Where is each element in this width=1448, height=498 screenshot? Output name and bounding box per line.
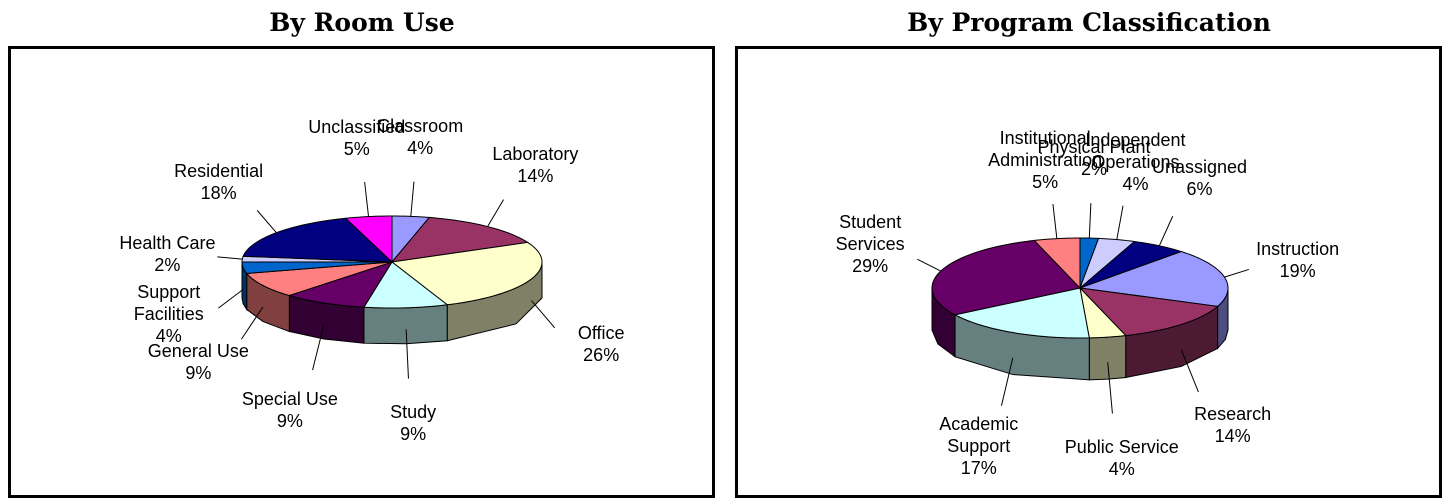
slice: [953, 287, 1090, 339]
leader-line: [1158, 216, 1174, 246]
slice-label: General Use 9%: [133, 340, 263, 384]
slice: [241, 261, 393, 274]
slice-name: Office: [577, 323, 625, 344]
slice-name: Public Service: [1064, 436, 1179, 457]
slice-name: Institutional Administration: [988, 127, 1103, 170]
slice-name: Residential: [174, 160, 264, 181]
slice: [245, 261, 393, 297]
slice-percent: 29%: [852, 255, 889, 276]
slice-percent: 4%: [407, 137, 434, 158]
chart-frame: [735, 46, 1442, 498]
leader-line: [1107, 362, 1113, 414]
slice-percent: 5%: [1032, 171, 1059, 192]
slice-percent: 9%: [185, 363, 212, 384]
slice-label: Instruction 19%: [1233, 238, 1363, 282]
slice: [363, 261, 449, 309]
slice: [931, 239, 1081, 316]
slice-percent: 26%: [583, 345, 620, 366]
slice-percent: 19%: [1279, 260, 1316, 281]
slice-label: Special Use 9%: [225, 388, 355, 432]
slice-label: Study 9%: [348, 401, 478, 445]
leader-line: [487, 199, 504, 227]
slice-name: Laboratory: [492, 143, 579, 164]
slice-name: Study: [390, 402, 437, 423]
slice-label: Residential 18%: [154, 160, 284, 204]
slice-label: Support Facilities 4%: [104, 281, 234, 347]
slice-label: Research 14%: [1168, 403, 1298, 447]
slice-label: Physical Plant 2%: [1029, 136, 1159, 180]
slice-name: Unclassified: [308, 116, 406, 137]
leader-line: [410, 181, 415, 217]
leader-line: [1224, 268, 1249, 278]
leader-line: [218, 288, 244, 309]
slice: [1079, 240, 1183, 289]
slice-percent: 4%: [1108, 458, 1135, 479]
slice-percent: 2%: [154, 255, 181, 276]
leader-line: [312, 324, 325, 371]
leader-line: [917, 258, 941, 272]
slice-name: Instruction: [1256, 238, 1340, 259]
leader-line: [1052, 203, 1058, 239]
slice-percent: 9%: [276, 411, 303, 432]
chart-title: By Program Classification: [907, 8, 1271, 37]
leader-line: [405, 329, 409, 379]
slice-label: Health Care 2%: [102, 232, 232, 276]
slice-percent: 2%: [1080, 159, 1107, 180]
slice-label: Office 26%: [536, 322, 666, 366]
leader-line: [240, 306, 264, 340]
leader-line: [364, 181, 370, 217]
slice-percent: 9%: [400, 424, 427, 445]
slice-percent: 18%: [200, 182, 237, 203]
slice-name: General Use: [147, 341, 249, 362]
chart-frame: [8, 46, 715, 498]
slice-percent: 17%: [960, 457, 997, 478]
leader-line: [1088, 203, 1092, 239]
slice-name: Research: [1194, 403, 1272, 424]
slice-side: [1088, 334, 1127, 381]
slice-label: Unassigned 6%: [1134, 156, 1264, 200]
slice-label: Academic Support 17%: [914, 413, 1044, 479]
slice-percent: 4%: [1122, 174, 1149, 195]
slice-label: Independent Operations 4%: [1070, 129, 1200, 195]
slice: [1033, 237, 1081, 290]
leader-line: [1000, 357, 1014, 406]
slice: [390, 241, 543, 306]
slice: [390, 216, 530, 263]
slice-name: Independent Operations: [1085, 130, 1186, 173]
slice-name: Physical Plant: [1037, 137, 1151, 158]
slice-label: Laboratory 14%: [470, 143, 600, 187]
slice-percent: 14%: [517, 165, 554, 186]
slice: [1079, 286, 1127, 339]
slice-label: Classroom 4%: [355, 115, 485, 159]
slice-label: Unclassified 5%: [292, 116, 422, 160]
leader-line: [217, 256, 243, 260]
leader-line: [1180, 349, 1199, 393]
slice-percent: 14%: [1214, 425, 1251, 446]
slice-percent: 6%: [1186, 179, 1213, 200]
chart-title: By Room Use: [269, 8, 455, 37]
slice-label: Student Services 29%: [805, 211, 935, 277]
slice-name: Unassigned: [1151, 157, 1248, 178]
leader-line: [1116, 205, 1124, 240]
slice: [344, 215, 393, 264]
slice-name: Special Use: [241, 389, 338, 410]
slice-side: [363, 304, 448, 345]
slice-name: Classroom: [377, 115, 464, 136]
slice: [287, 261, 394, 308]
leader-line: [531, 300, 556, 329]
slice-name: Support Facilities: [133, 281, 204, 324]
slice-name: Academic Support: [939, 413, 1019, 456]
leader-line: [256, 210, 277, 234]
slice: [1078, 237, 1136, 290]
slice-label: Institutional Administration 5%: [980, 127, 1110, 193]
slice-percent: 4%: [155, 325, 182, 346]
slice-percent: 5%: [343, 138, 370, 159]
slice-label: Public Service 4%: [1057, 436, 1187, 480]
slice-name: Health Care: [119, 233, 216, 254]
slice-name: Student Services: [835, 211, 905, 254]
